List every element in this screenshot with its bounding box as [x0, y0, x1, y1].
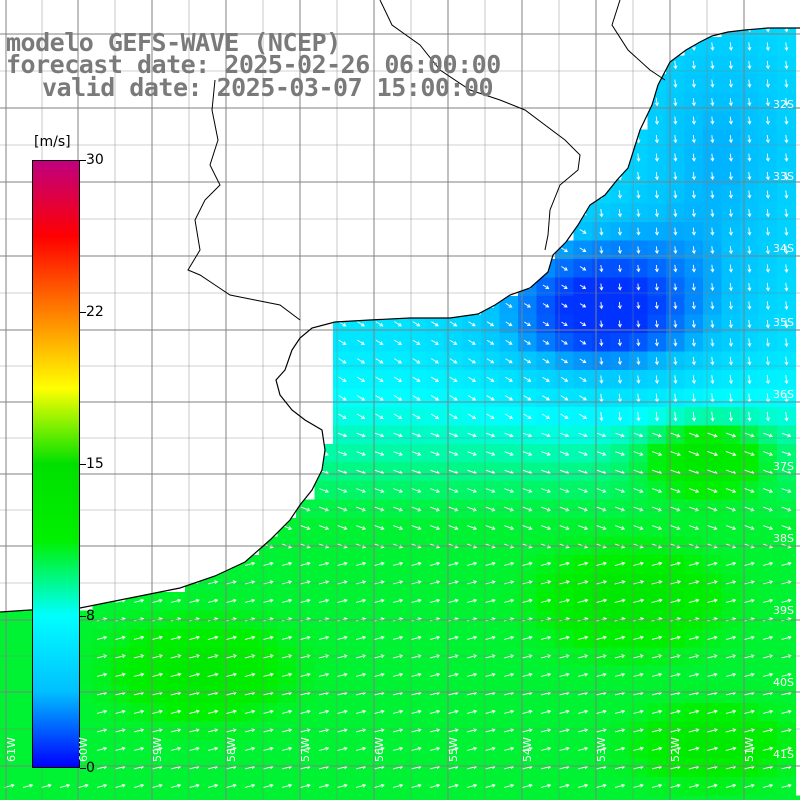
model-title: modelo GEFS-WAVE (NCEP)	[6, 28, 341, 57]
coastline	[0, 0, 800, 613]
latitude-label: 39S	[773, 604, 794, 617]
longitude-label: 58W	[225, 737, 238, 762]
land-mask	[0, 0, 800, 612]
longitude-label: 57W	[299, 737, 312, 762]
forecast-date: forecast date: 2025-02-26 06:00:00	[6, 50, 501, 79]
latitude-label: 41S	[773, 748, 794, 761]
longitude-label: 60W	[77, 737, 90, 762]
colorbar-unit: [m/s]	[34, 134, 71, 150]
latitude-label: 37S	[773, 460, 794, 473]
latitude-label: 34S	[773, 242, 794, 255]
longitude-label: 55W	[447, 737, 460, 762]
colorbar-tick-label: 0	[86, 760, 95, 776]
latitude-label: 38S	[773, 532, 794, 545]
colorbar-tick-mark	[80, 160, 86, 161]
colorbar-tick-label: 30	[86, 152, 104, 168]
colorbar-tick-label: 15	[86, 456, 104, 472]
colorbar-tick-label: 22	[86, 304, 104, 320]
valid-date: valid date: 2025-03-07 15:00:00	[42, 73, 494, 102]
longitude-label: 61W	[5, 737, 18, 762]
latitude-label: 40S	[773, 676, 794, 689]
latitude-label: 35S	[773, 316, 794, 329]
longitude-label: 54W	[521, 737, 534, 762]
longitude-label: 52W	[669, 737, 682, 762]
colorbar-tick-mark	[80, 768, 86, 769]
longitude-label: 51W	[743, 737, 756, 762]
longitude-label: 59W	[151, 737, 164, 762]
colorbar-tick-mark	[80, 616, 86, 617]
colorbar-tick-mark	[80, 464, 86, 465]
colorbar	[32, 160, 80, 768]
latitude-label: 32S	[773, 98, 794, 111]
longitude-label: 53W	[595, 737, 608, 762]
colorbar-tick-mark	[80, 312, 86, 313]
latitude-label: 36S	[773, 388, 794, 401]
latitude-label: 33S	[773, 170, 794, 183]
colorbar-tick-label: 8	[86, 608, 95, 624]
longitude-label: 56W	[373, 737, 386, 762]
